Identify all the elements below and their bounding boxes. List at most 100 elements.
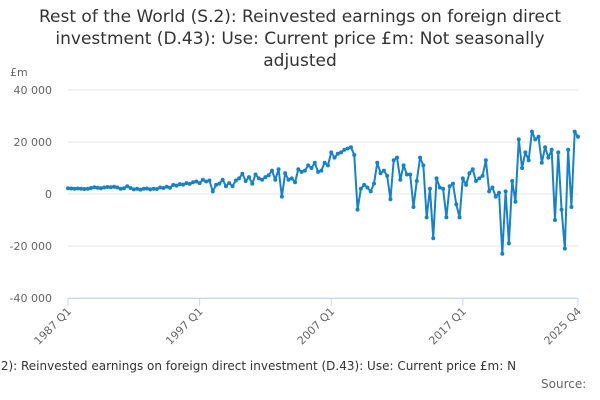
data-point (562, 246, 567, 251)
data-point (263, 175, 268, 180)
data-point (437, 185, 442, 190)
data-point (217, 181, 222, 186)
x-tick-label: 2007 Q1 (295, 305, 338, 348)
data-point (546, 155, 551, 160)
data-point (447, 184, 452, 189)
data-point (250, 181, 255, 186)
data-point (388, 197, 393, 202)
data-point (401, 163, 406, 168)
x-tick-label: 1997 Q1 (163, 305, 206, 348)
data-point (102, 185, 107, 190)
data-point (576, 134, 580, 139)
data-point (355, 207, 360, 212)
data-point (174, 183, 179, 188)
y-axis-label: £m (10, 66, 28, 79)
data-point (214, 182, 219, 187)
data-point (168, 185, 172, 190)
data-point (135, 186, 140, 191)
data-point (108, 185, 113, 190)
data-point (460, 176, 465, 181)
data-point (497, 190, 502, 195)
data-point (128, 186, 133, 191)
data-point (243, 179, 248, 183)
data-point (431, 236, 436, 241)
data-point (375, 160, 380, 165)
data-point (529, 129, 534, 134)
data-point (181, 182, 186, 187)
data-point (500, 251, 505, 256)
data-point (325, 163, 330, 168)
data-point (253, 172, 258, 177)
data-point (230, 184, 235, 189)
data-point (138, 187, 143, 192)
data-point (513, 199, 518, 204)
data-point (559, 207, 564, 212)
data-point (296, 167, 301, 172)
data-point (115, 185, 120, 190)
data-point (171, 182, 176, 187)
data-point (82, 187, 87, 192)
x-tick-label: 2017 Q1 (426, 305, 469, 348)
data-point (395, 155, 400, 160)
data-point (543, 145, 548, 150)
data-point (441, 186, 446, 191)
data-point (520, 166, 525, 170)
data-point (503, 189, 508, 194)
data-point (227, 181, 232, 186)
data-point (480, 173, 485, 178)
data-point (345, 146, 350, 151)
data-point (411, 205, 416, 209)
data-point (421, 163, 426, 168)
data-point (362, 182, 367, 187)
data-point (464, 182, 469, 187)
data-point (368, 189, 373, 194)
data-point (197, 181, 202, 186)
data-point (493, 194, 498, 199)
data-point (539, 160, 544, 165)
data-point (427, 186, 432, 191)
data-point (572, 129, 577, 134)
data-point (112, 184, 117, 189)
data-point (95, 185, 100, 190)
data-point (92, 185, 97, 190)
data-point (516, 137, 521, 142)
data-point (75, 186, 80, 191)
data-point (233, 178, 238, 183)
data-point (372, 181, 376, 186)
data-point (131, 187, 136, 192)
data-point (200, 177, 205, 182)
data-point (141, 186, 146, 191)
data-point (191, 180, 196, 185)
data-point (342, 147, 347, 152)
chart-title: Rest of the World (S.2): Reinvested earn… (39, 7, 561, 71)
data-point (260, 177, 265, 182)
data-point (306, 163, 311, 168)
data-point (398, 177, 403, 182)
data-point (506, 241, 511, 246)
data-point (536, 134, 541, 139)
data-point (418, 155, 423, 160)
data-point (270, 168, 274, 173)
data-point (391, 158, 396, 163)
data-point (408, 172, 413, 177)
data-point (279, 194, 284, 199)
data-point (273, 177, 278, 182)
data-point (312, 160, 317, 165)
y-tick-label: 40 000 (14, 84, 53, 97)
data-point (352, 153, 357, 157)
data-point (187, 181, 192, 186)
data-point (424, 215, 429, 220)
data-point (533, 137, 538, 142)
data-point (510, 179, 515, 183)
data-point (381, 168, 386, 173)
data-point (72, 186, 77, 191)
data-point (309, 166, 314, 170)
data-point (319, 168, 324, 173)
data-point (385, 173, 390, 178)
data-point (487, 189, 492, 194)
data-point (66, 186, 70, 191)
data-point (322, 160, 327, 165)
data-point (329, 150, 334, 155)
